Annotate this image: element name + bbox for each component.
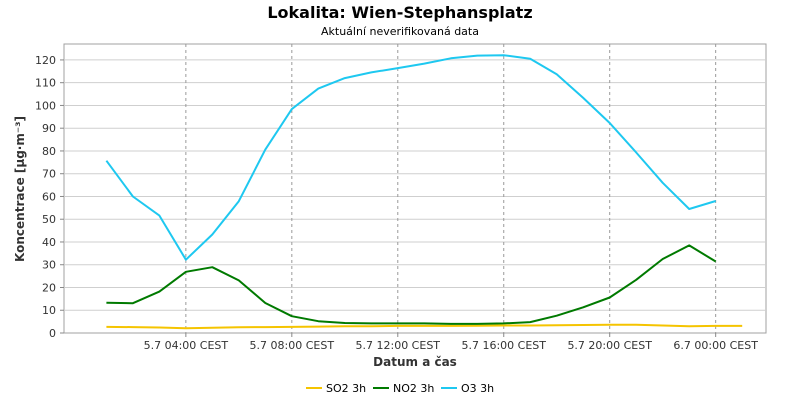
y-tick-label: 100: [35, 99, 56, 112]
legend-label-so2-3h: SO2 3h: [326, 382, 366, 395]
y-tick-label: 70: [42, 168, 56, 181]
chart-title: Lokalita: Wien-Stephansplatz: [267, 3, 533, 22]
series-line-so2-3h: [106, 323, 743, 330]
x-axis-ticks: 5.7 04:00 CEST 5.7 08:00 CEST 5.7 12:00 CE…: [144, 333, 758, 352]
chart-subtitle: Aktuální neverifikovaná data: [321, 25, 479, 38]
y-tick-label: 30: [42, 259, 56, 272]
x-tick-label: 5.7 08:00 CEST: [250, 339, 335, 352]
y-axis-title: Koncentrace [µg·m⁻³]: [13, 116, 27, 262]
x-tick-label: 5.7 04:00 CEST: [144, 339, 229, 352]
y-tick-label: 0: [49, 327, 56, 340]
y-tick-label: 40: [42, 236, 56, 249]
y-tick-label: 80: [42, 145, 56, 158]
y-tick-label: 120: [35, 54, 56, 67]
legend-label-no2-3h: NO2 3h: [393, 382, 434, 395]
y-axis-ticks: 0 10 20 30 40 50 60 70 80 90 100 110 120: [35, 54, 64, 340]
legend[interactable]: SO2 3h NO2 3h O3 3h: [306, 382, 494, 395]
legend-label-o3-3h: O3 3h: [461, 382, 494, 395]
y-tick-label: 60: [42, 190, 56, 203]
x-tick-label: 5.7 20:00 CEST: [567, 339, 652, 352]
series-line-no2-3h: [106, 244, 717, 325]
y-tick-label: 20: [42, 281, 56, 294]
grid-lines: [64, 44, 766, 333]
x-tick-label: 6.7 00:00 CEST: [673, 339, 758, 352]
y-tick-label: 110: [35, 77, 56, 90]
y-tick-label: 10: [42, 304, 56, 317]
y-tick-label: 50: [42, 213, 56, 226]
x-tick-label: 5.7 16:00 CEST: [461, 339, 546, 352]
x-axis-title: Datum a čas: [373, 355, 457, 369]
plot-area: [63, 43, 767, 334]
series-line-o3-3h: [105, 54, 716, 261]
data-series: [105, 54, 743, 330]
x-tick-label: 5.7 12:00 CEST: [356, 339, 441, 352]
y-tick-label: 90: [42, 122, 56, 135]
